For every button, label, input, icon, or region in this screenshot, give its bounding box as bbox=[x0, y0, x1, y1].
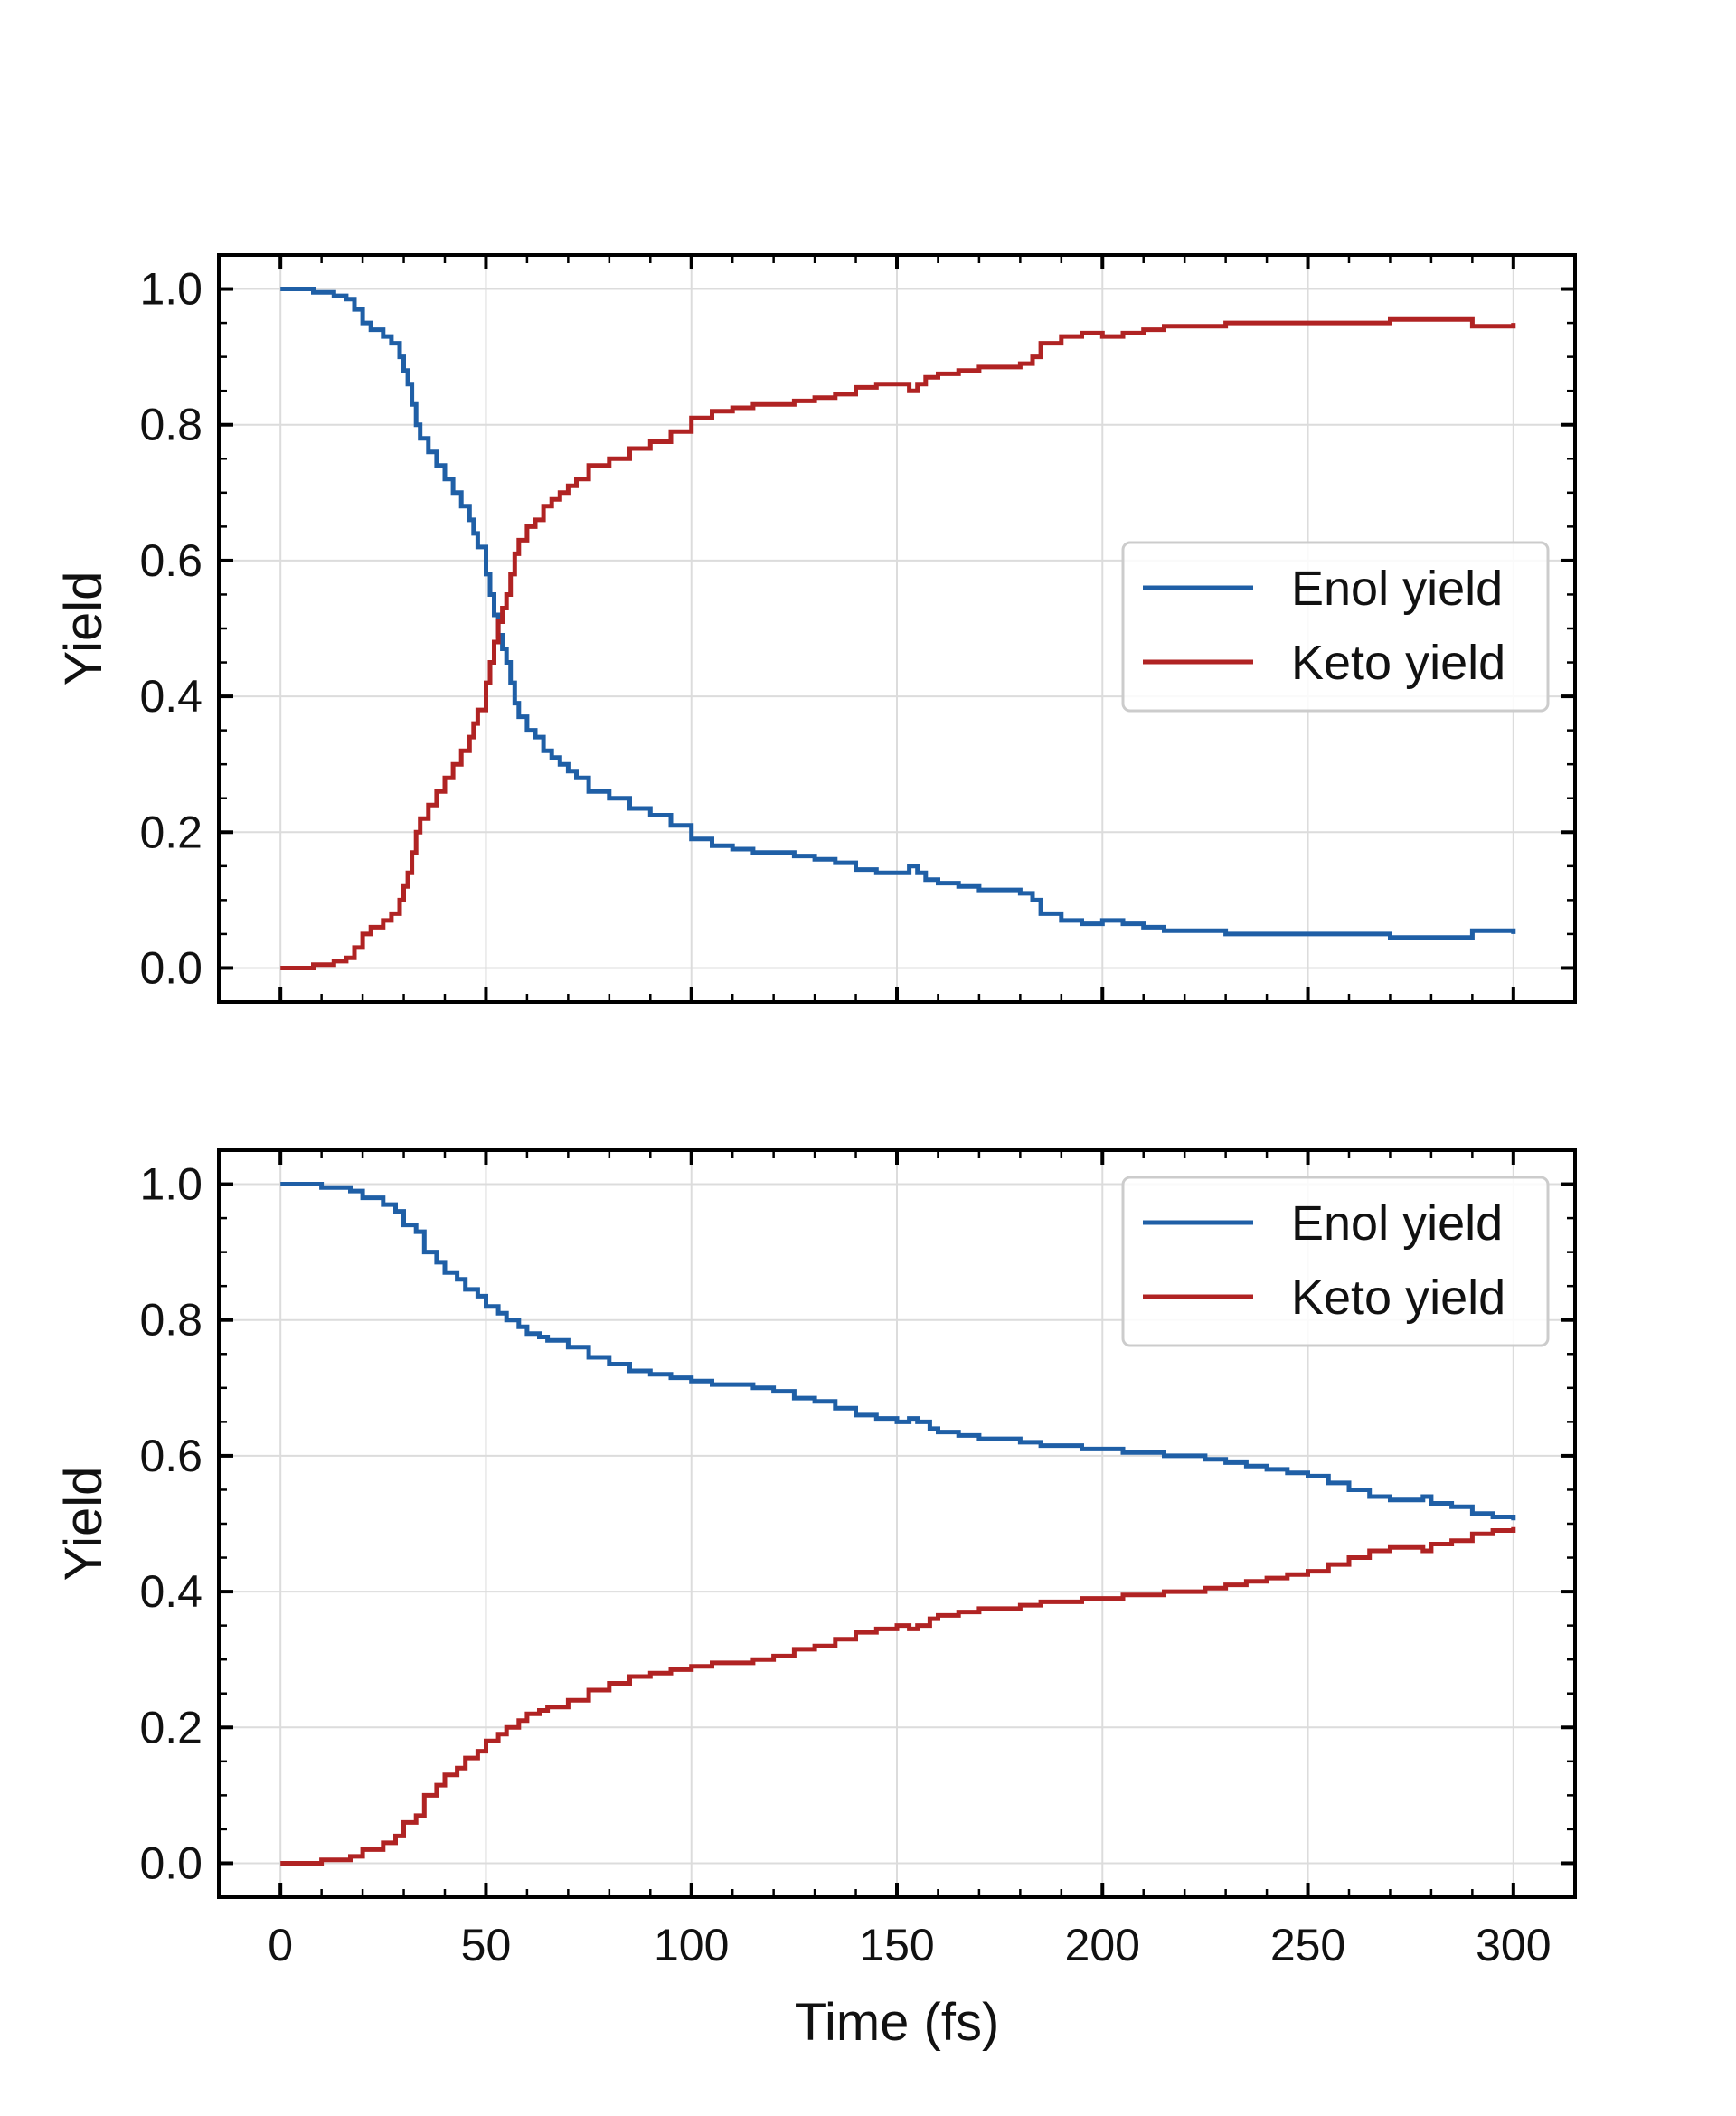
x-tick-label: 300 bbox=[1476, 1920, 1551, 1970]
bottom-legend: Enol yield Keto yield bbox=[1121, 1176, 1550, 1347]
y-tick-label: 0.8 bbox=[139, 400, 203, 450]
keto-yield-line bbox=[280, 1526, 1516, 1866]
bottom-y-axis-label: Yield bbox=[54, 1467, 113, 1582]
bottom-legend-enol-label: Enol yield bbox=[1291, 1196, 1503, 1251]
y-tick-label: 1.0 bbox=[139, 1159, 203, 1210]
bottom-ticks bbox=[219, 1150, 1575, 1897]
y-tick-label: 0.8 bbox=[139, 1295, 203, 1346]
x-tick-label: 200 bbox=[1065, 1920, 1140, 1970]
x-tick-label: 0 bbox=[268, 1920, 293, 1970]
y-tick-label: 0.4 bbox=[139, 1566, 203, 1617]
top-y-tick-labels: 0.0 0.2 0.4 0.6 0.8 1.0 bbox=[139, 264, 203, 994]
top-legend-enol-label: Enol yield bbox=[1291, 562, 1503, 616]
x-axis-label: Time (fs) bbox=[795, 1993, 1000, 2052]
bottom-legend-box bbox=[1121, 1176, 1550, 1347]
y-tick-label: 0.2 bbox=[139, 807, 203, 857]
x-tick-label: 150 bbox=[859, 1920, 934, 1970]
bottom-x-tick-labels: 0 50 100 150 200 250 300 bbox=[268, 1920, 1551, 1970]
top-legend-keto-label: Keto yield bbox=[1291, 636, 1505, 690]
y-tick-label: 0.6 bbox=[139, 535, 203, 586]
enol-yield-line bbox=[280, 1182, 1516, 1521]
top-ticks bbox=[219, 255, 1575, 1002]
keto-yield-line bbox=[280, 316, 1516, 970]
y-tick-label: 0.4 bbox=[139, 671, 203, 722]
x-tick-label: 50 bbox=[461, 1920, 512, 1970]
top-y-axis-label: Yield bbox=[54, 572, 113, 686]
bottom-y-tick-labels: 0.0 0.2 0.4 0.6 0.8 1.0 bbox=[139, 1159, 203, 1889]
bottom-lines bbox=[280, 1182, 1516, 1866]
bottom-panel: 0.0 0.2 0.4 0.6 0.8 1.0 0 50 100 150 200 250 300 Yi… bbox=[54, 1148, 1577, 2052]
x-tick-label: 100 bbox=[654, 1920, 729, 1970]
enol-yield-line bbox=[280, 287, 1516, 940]
y-tick-label: 0.2 bbox=[139, 1702, 203, 1752]
y-tick-label: 1.0 bbox=[139, 264, 203, 315]
top-panel: 0.0 0.2 0.4 0.6 0.8 1.0 Yield Enol yield Keto… bbox=[54, 253, 1577, 1004]
top-lines bbox=[280, 287, 1516, 970]
top-legend-box bbox=[1121, 541, 1550, 713]
y-tick-label: 0.6 bbox=[139, 1431, 203, 1481]
y-tick-label: 0.0 bbox=[139, 1837, 203, 1888]
top-legend: Enol yield Keto yield bbox=[1121, 541, 1550, 713]
y-tick-label: 0.0 bbox=[139, 942, 203, 993]
bottom-legend-keto-label: Keto yield bbox=[1291, 1271, 1505, 1325]
x-tick-label: 250 bbox=[1270, 1920, 1345, 1970]
